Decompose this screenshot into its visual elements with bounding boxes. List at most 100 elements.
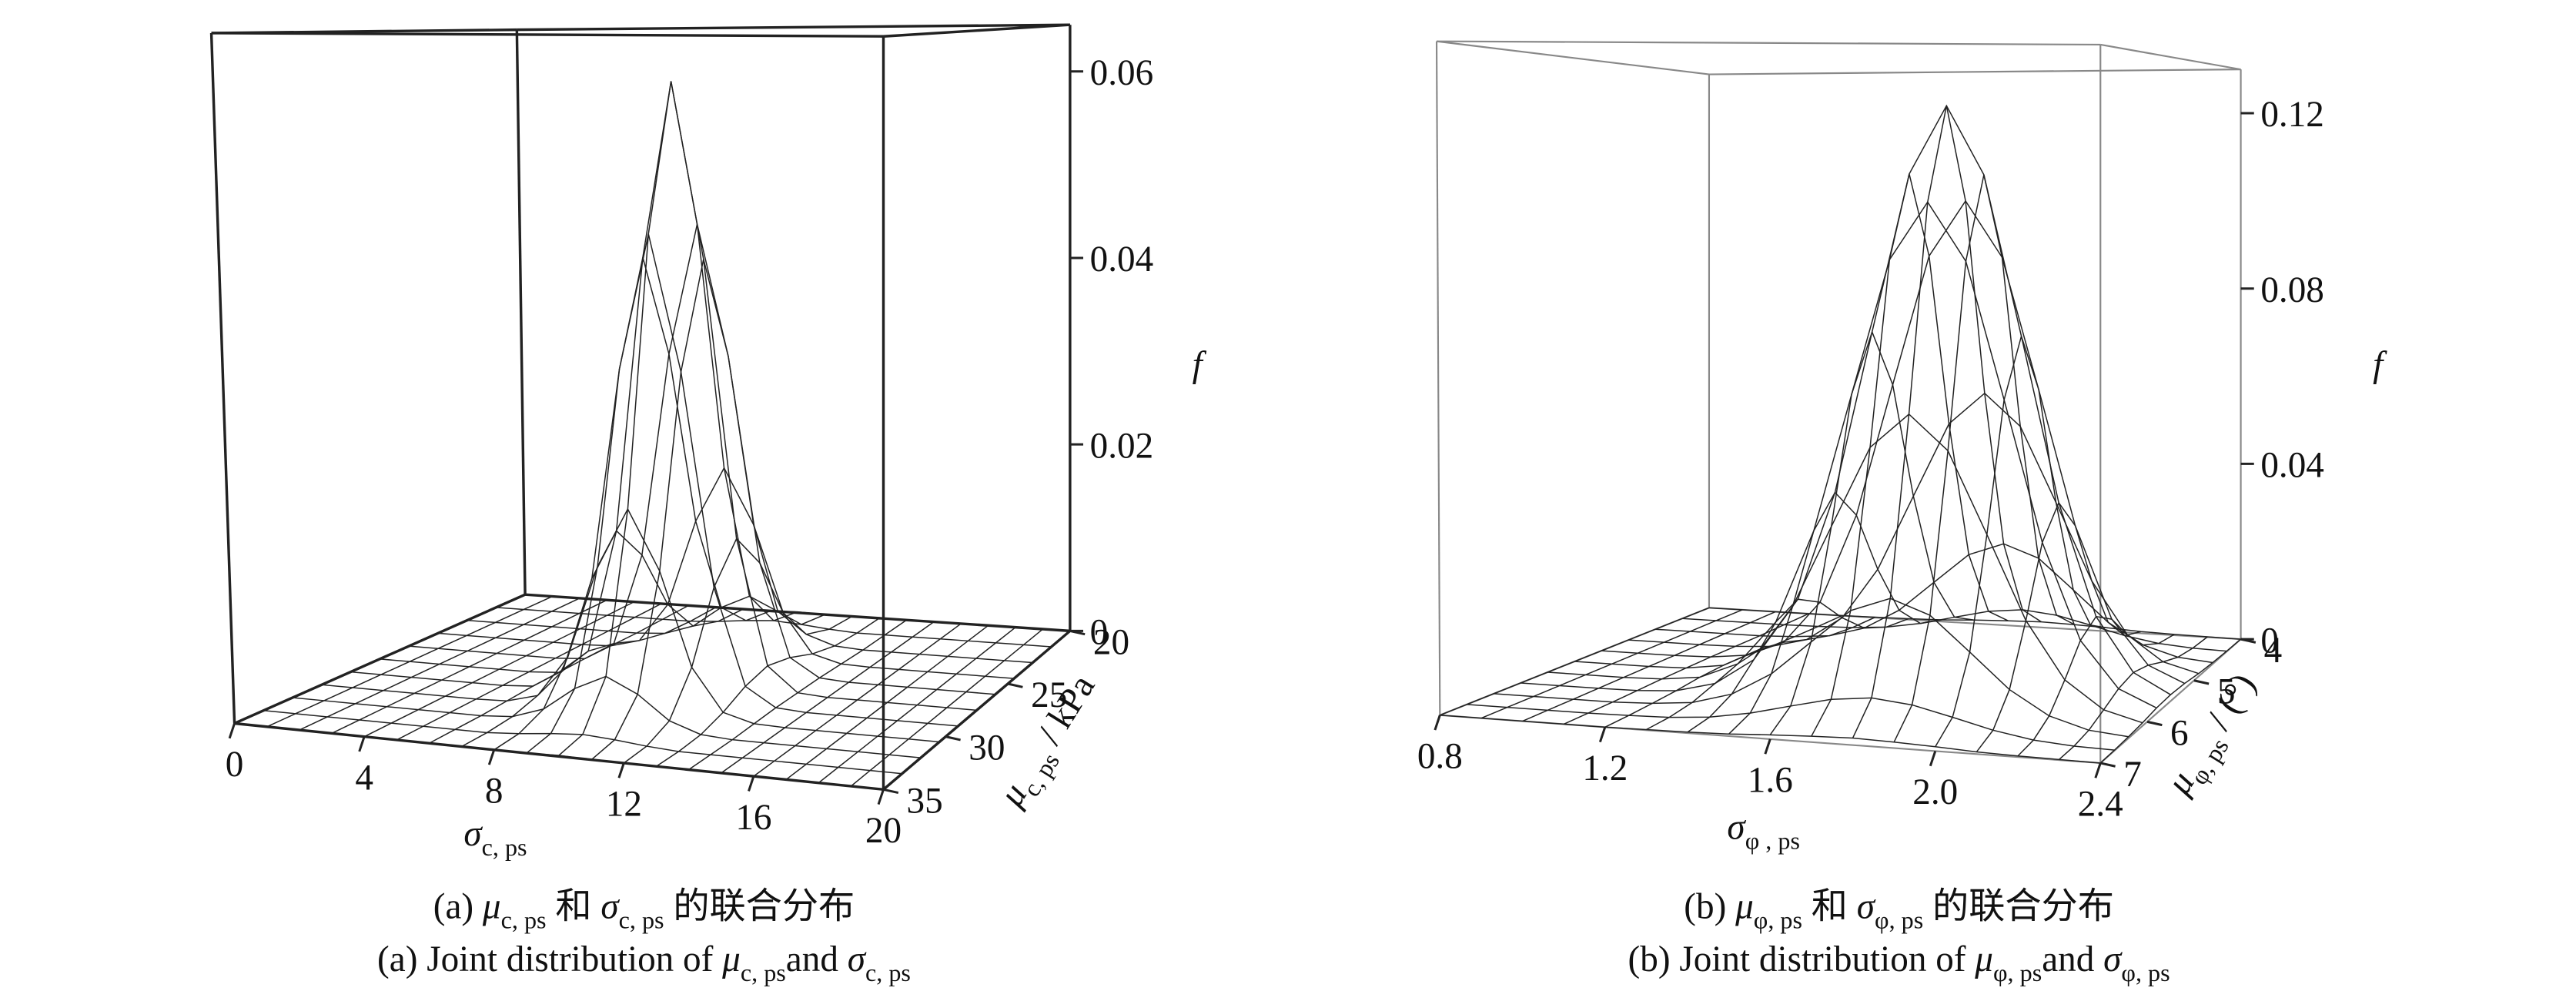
- y-tick-label: 20: [1093, 622, 1129, 662]
- label-part: and: [786, 939, 848, 979]
- surface-line: [883, 630, 1071, 790]
- x-tick-label: 12: [606, 785, 642, 825]
- surface-line: [1646, 616, 1876, 731]
- surface-line: [1975, 501, 2142, 752]
- x-tick-label: 1.2: [1582, 748, 1628, 788]
- x-tick-label: 1.6: [1748, 761, 1793, 801]
- x-axis-title: σφ , ps: [1727, 808, 1800, 855]
- subscript: φ, ps: [2121, 959, 2170, 986]
- y-tick: [883, 788, 899, 795]
- box-edge: [2099, 638, 2242, 764]
- surface-line: [526, 257, 771, 754]
- surface-line: [266, 595, 553, 728]
- z-tick-label: 0.06: [1090, 53, 1154, 93]
- x-tick: [1764, 738, 1771, 755]
- z-tick-label: 0.04: [2260, 446, 2324, 486]
- label-part: μ: [1974, 939, 1993, 979]
- label-part: σ: [463, 814, 483, 854]
- surface-line: [493, 530, 744, 751]
- box-edge: [883, 23, 1070, 38]
- caption: (a) Joint distribution of μc, psand σc, …: [377, 939, 911, 986]
- surface-line: [850, 628, 1043, 787]
- surface-line: [1935, 333, 2109, 748]
- surface-line: [1604, 614, 1842, 728]
- subscript: c, ps: [865, 959, 911, 986]
- y-tick-label: 25: [1031, 675, 1067, 715]
- y-tick: [2146, 720, 2163, 727]
- box-edge: [2100, 43, 2241, 71]
- subscript: φ, ps: [1875, 906, 1923, 933]
- box-edge: [515, 29, 527, 595]
- surface-line: [350, 233, 958, 727]
- x-tick-label: 8: [485, 771, 503, 811]
- box-edge: [1435, 41, 1441, 715]
- label-part: (b) Joint distribution of: [1628, 939, 1975, 979]
- label-part: 和: [1802, 887, 1857, 927]
- surface-line: [1769, 330, 1975, 735]
- label-part: / (°): [2194, 666, 2263, 744]
- surface-line: [363, 601, 634, 738]
- label-part: μ: [482, 887, 501, 927]
- surface-line: [467, 595, 1033, 664]
- surface-line: [1494, 598, 2129, 738]
- box-edge: [211, 32, 884, 38]
- label-part: 的联合分布: [1923, 887, 2114, 927]
- surface-line: [1440, 607, 1710, 716]
- subscript: c, ps: [501, 906, 547, 933]
- z-tick-label: 0.04: [1090, 239, 1154, 280]
- subscript: c, ps: [741, 959, 786, 986]
- subscript: c, ps: [619, 906, 664, 933]
- x-tick-label: 20: [865, 811, 902, 851]
- z-axis-title: f: [1193, 345, 1207, 385]
- y-tick-label: 4: [2264, 631, 2283, 671]
- surface-line: [818, 627, 1016, 784]
- surface-line: [1687, 598, 1909, 733]
- surface-line: [2099, 638, 2242, 764]
- z-axis-title: f: [2373, 345, 2387, 385]
- label-part: (a): [433, 887, 483, 927]
- label-part: 和: [547, 887, 601, 927]
- surface-line: [1522, 611, 1776, 722]
- y-tick: [2099, 762, 2116, 768]
- y-tick: [1007, 682, 1023, 688]
- subscript: c, ps: [482, 833, 527, 861]
- x-tick: [2094, 762, 2102, 778]
- label-part: and: [2042, 939, 2103, 979]
- y-tick: [945, 735, 961, 742]
- surface-line: [1893, 174, 2076, 743]
- surface-line: [1601, 199, 2186, 685]
- caption: (b) μφ, ps 和 σφ, ps 的联合分布: [1684, 887, 2114, 934]
- surface-line: [1852, 105, 2042, 738]
- z-tick-label: 0: [1090, 613, 1109, 653]
- z-tick-label: 0.08: [2260, 270, 2324, 310]
- x-tick-label: 4: [355, 758, 373, 798]
- x-tick-label: 0.8: [1417, 736, 1463, 776]
- surface-line: [753, 623, 962, 777]
- surface-line: [785, 624, 989, 781]
- surface-line: [234, 594, 526, 725]
- x-tick: [487, 749, 496, 765]
- box-edge: [1436, 40, 1710, 75]
- x-tick: [358, 736, 366, 752]
- y-tick-label: 35: [907, 781, 943, 821]
- surface-line: [2059, 636, 2208, 760]
- box-edge: [211, 28, 517, 35]
- surface-line: [688, 619, 907, 771]
- surface-line: [623, 537, 853, 764]
- z-tick-label: 0.12: [2260, 95, 2324, 135]
- surface-line: [299, 598, 580, 731]
- surface-line: [2017, 615, 2175, 757]
- surface-line: [1480, 609, 1743, 719]
- y-tick-label: 5: [2217, 672, 2236, 712]
- caption: (a) μc, ps 和 σc, ps 的联合分布: [433, 887, 855, 934]
- surface-line: [1728, 491, 1942, 735]
- label-part: σ: [2103, 939, 2123, 979]
- subscript: φ, ps: [1754, 906, 1802, 933]
- x-tick-label: 0: [226, 745, 244, 785]
- label-part: σ: [1857, 887, 1876, 927]
- box-edge: [517, 23, 1070, 32]
- box-edge: [209, 32, 236, 724]
- y-tick-label: 7: [2123, 755, 2142, 795]
- z-tick-label: 0: [2260, 621, 2279, 661]
